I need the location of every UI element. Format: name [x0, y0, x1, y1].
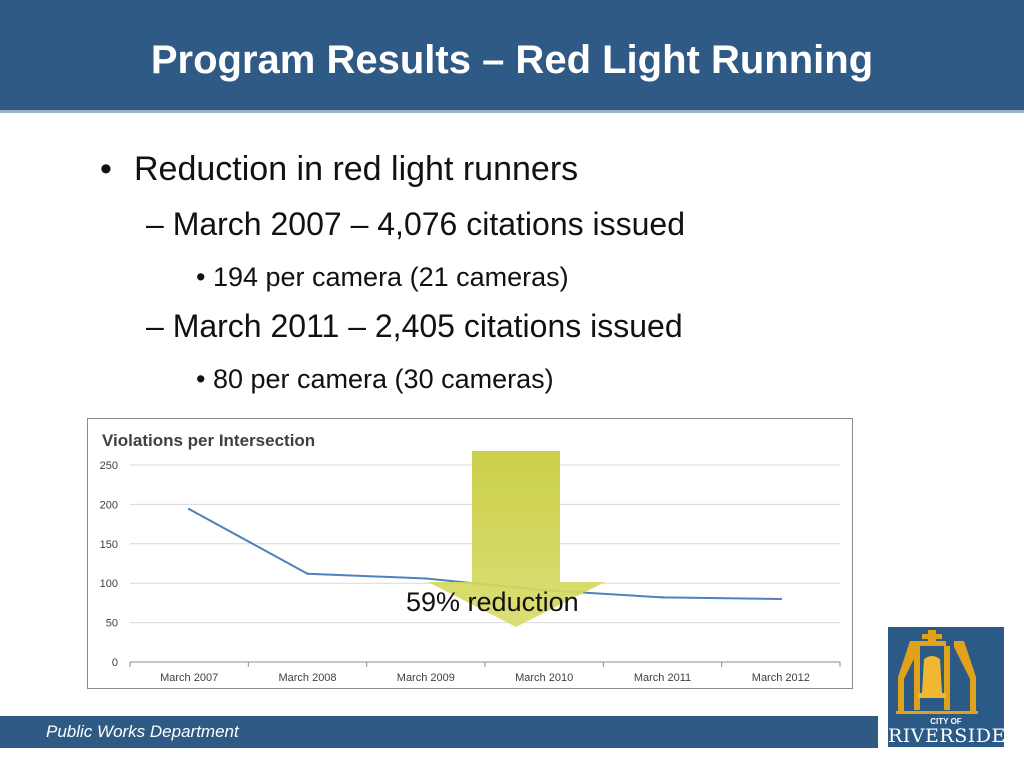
bullet-detail-2007-text: 194 per camera (21 cameras)	[212, 262, 569, 292]
bullet-detail-2007: • 194 per camera (21 cameras)	[196, 262, 569, 293]
x-tick-label: March 2007	[160, 672, 218, 684]
footer-bar: Public Works Department	[0, 716, 878, 748]
bullet-sub-2011: – March 2011 – 2,405 citations issued	[146, 308, 683, 344]
city-logo: CITY OF RIVERSIDE	[888, 627, 1006, 747]
x-tick-label: March 2011	[634, 672, 691, 684]
data-point	[661, 596, 664, 599]
logo-city-of: CITY OF	[930, 717, 962, 726]
y-tick-label: 150	[100, 539, 118, 551]
y-tick-label: 0	[112, 657, 118, 669]
footer-department: Public Works Department	[46, 722, 239, 741]
x-tick-label: March 2012	[752, 672, 810, 684]
data-point	[306, 572, 309, 575]
bullet-marker: •	[100, 150, 112, 188]
x-tick-label: March 2010	[515, 672, 573, 684]
y-tick-label: 200	[100, 499, 118, 511]
chart-title: Violations per Intersection	[102, 431, 316, 450]
reduction-annotation: 59% reduction	[406, 587, 579, 617]
bullet-detail-2011: • 80 per camera (30 cameras)	[196, 364, 554, 395]
bell-icon	[896, 630, 978, 714]
series-line	[188, 508, 781, 600]
bullet-marker: •	[196, 262, 206, 292]
bullet-marker: •	[196, 364, 206, 394]
slide-title: Program Results – Red Light Running	[150, 38, 874, 82]
data-point	[779, 597, 783, 601]
bullet-detail-2011-text: 80 per camera (30 cameras)	[212, 364, 554, 394]
bullet-sub-2007: – March 2007 – 4,076 citations issued	[146, 206, 685, 242]
y-tick-label: 100	[100, 578, 118, 590]
logo-riverside: RIVERSIDE	[888, 725, 1006, 747]
line-chart: 0 50 100 150 200 250 March 2007 March 2008 March…	[100, 460, 841, 684]
bullet-list: • Reduction in red light runners – March…	[100, 150, 685, 395]
chart-container: Violations per Intersection 0 50 100 150 200…	[87, 418, 853, 689]
x-tick-label: March 2008	[278, 672, 336, 684]
x-tick-label: March 2009	[397, 672, 455, 684]
y-tick-label: 250	[100, 460, 118, 472]
y-tick-label: 50	[106, 618, 118, 630]
data-point	[424, 577, 428, 580]
data-point	[187, 507, 191, 511]
bullet-main-text: Reduction in red light runners	[134, 150, 579, 188]
title-bar: Program Results – Red Light Running	[0, 0, 1024, 113]
